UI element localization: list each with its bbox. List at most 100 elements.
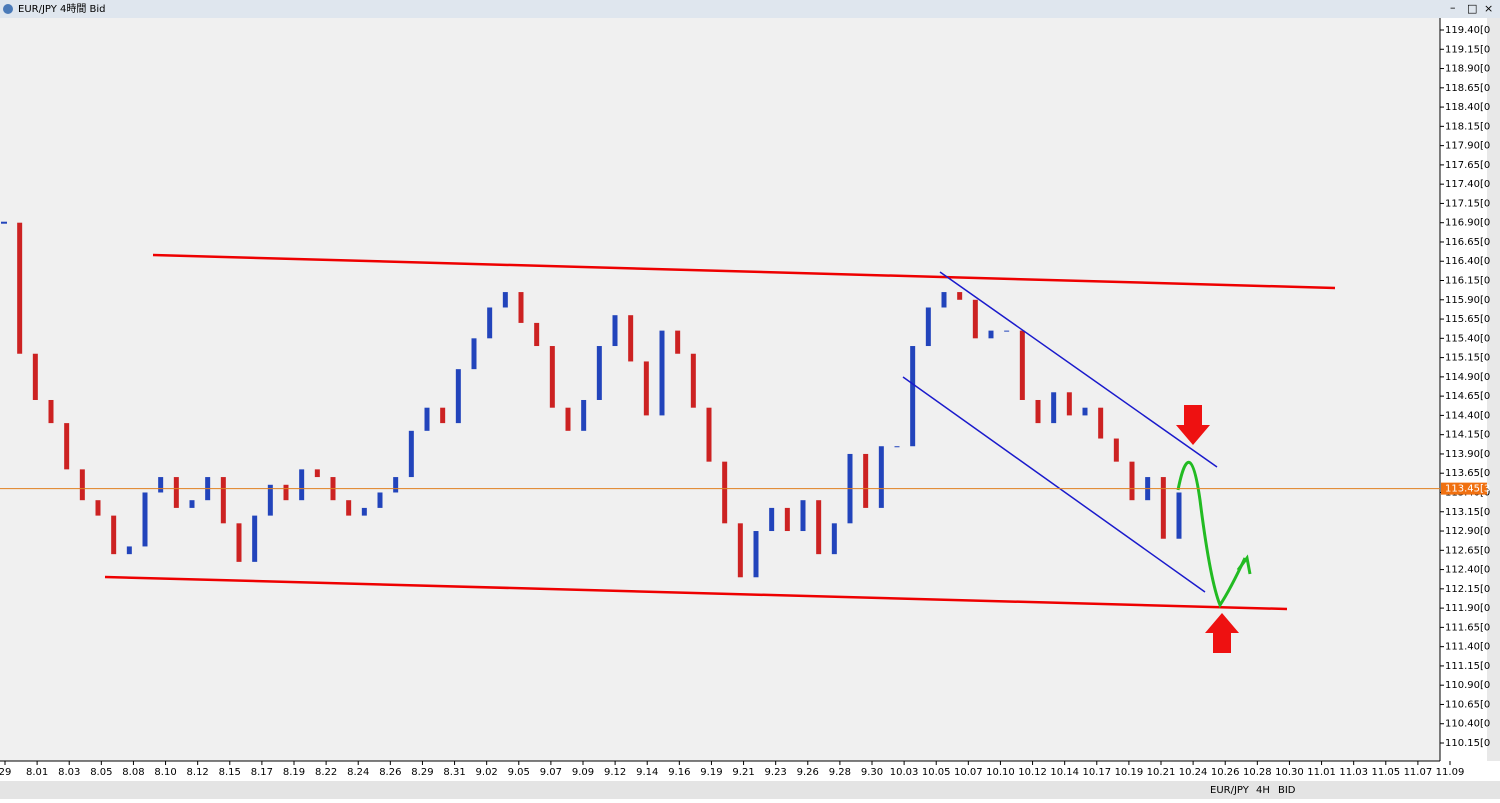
x-tick-label: 10.03 — [890, 767, 919, 778]
x-tick-label: 9.02 — [476, 767, 498, 778]
x-tick-label: 9.14 — [636, 767, 658, 778]
forecast-arrowhead — [1236, 554, 1252, 575]
y-tick-label: 114.65[0 — [1445, 391, 1490, 402]
price-type-select[interactable]: BID — [1278, 785, 1296, 796]
candle — [1113, 438, 1119, 462]
candle — [487, 307, 493, 339]
x-tick-label: 11.01 — [1307, 767, 1336, 778]
x-tick-label: 10.30 — [1275, 767, 1304, 778]
x-tick-label: 10.26 — [1211, 767, 1240, 778]
x-tick-label: 10.07 — [954, 767, 983, 778]
x-tick-label: 8.29 — [411, 767, 433, 778]
x-tick-label: 10.12 — [1018, 767, 1047, 778]
candle — [1098, 407, 1104, 439]
candle — [1176, 492, 1182, 539]
symbol-select[interactable]: EUR/JPY — [1210, 785, 1250, 796]
y-tick-label: 114.15[0 — [1445, 430, 1490, 441]
y-tick-label: 118.15[0 — [1445, 121, 1490, 132]
candle — [659, 330, 665, 416]
candle — [565, 407, 571, 431]
y-tick-label: 116.90[0 — [1445, 218, 1490, 229]
x-tick-label: 9.05 — [508, 767, 530, 778]
x-tick-label: 9.21 — [732, 767, 754, 778]
candle — [1129, 461, 1135, 501]
candle — [48, 399, 54, 424]
x-tick-label: 11.09 — [1436, 767, 1465, 778]
x-tick-label: 8.12 — [187, 767, 209, 778]
x-tick-label: 9.23 — [765, 767, 787, 778]
support-line — [104, 575, 1288, 611]
candle — [800, 500, 806, 532]
current-price-label: 113.45[3 — [1445, 484, 1490, 495]
candle — [612, 315, 618, 347]
candle — [126, 546, 132, 555]
y-tick-label: 111.65[0 — [1445, 622, 1490, 633]
x-tick-label: 8.19 — [283, 767, 305, 778]
candle — [596, 346, 602, 400]
candle — [158, 477, 164, 493]
x-tick-label: 8.24 — [347, 767, 369, 778]
scrollbar[interactable] — [1487, 18, 1500, 761]
candle — [675, 330, 681, 354]
buy-arrow — [1205, 613, 1239, 653]
candle — [220, 477, 226, 524]
y-tick-label: 111.15[0 — [1445, 661, 1490, 672]
candle — [628, 315, 634, 362]
candle — [361, 507, 367, 516]
candle — [455, 369, 461, 424]
close-button[interactable]: × — [1484, 2, 1493, 15]
y-tick-label: 110.15[0 — [1445, 738, 1490, 749]
timeframe-select[interactable]: 4H — [1256, 785, 1270, 796]
x-tick-label: 10.28 — [1243, 767, 1272, 778]
candle — [534, 322, 540, 347]
resistance-line — [152, 253, 1336, 290]
candle — [252, 515, 258, 562]
candle — [1051, 392, 1057, 424]
bottom-toolbar — [0, 781, 1500, 799]
x-tick-label: 8.17 — [251, 767, 273, 778]
candle — [816, 500, 822, 555]
candle — [784, 507, 790, 532]
candle — [173, 477, 179, 508]
app-icon — [3, 4, 13, 14]
candle — [424, 407, 430, 431]
candle — [408, 430, 414, 478]
y-tick-label: 110.65[0 — [1445, 699, 1490, 710]
y-tick-label: 112.65[0 — [1445, 545, 1490, 556]
x-tick-label: 10.19 — [1115, 767, 1144, 778]
candle — [988, 330, 994, 339]
candle — [1004, 330, 1010, 332]
candle — [831, 523, 837, 555]
x-tick-label: 10.14 — [1050, 767, 1079, 778]
candle — [941, 292, 947, 308]
candle — [722, 461, 728, 524]
candle — [1082, 407, 1088, 416]
candle — [690, 353, 696, 408]
x-tick-label: 9.07 — [540, 767, 562, 778]
candle — [236, 523, 242, 562]
annotations — [104, 253, 1336, 653]
candle — [64, 423, 70, 470]
candle — [549, 346, 555, 408]
candle — [910, 346, 916, 447]
y-tick-label: 111.90[0 — [1445, 603, 1490, 614]
y-tick-label: 111.40[0 — [1445, 642, 1490, 653]
candle — [1160, 477, 1166, 539]
y-tick-label: 112.15[0 — [1445, 584, 1490, 595]
y-tick-label: 114.40[0 — [1445, 410, 1490, 421]
x-tick-label: 9.09 — [572, 767, 594, 778]
x-tick-label: 10.17 — [1082, 767, 1111, 778]
y-tick-label: 118.90[0 — [1445, 64, 1490, 75]
candle — [1066, 392, 1072, 416]
minimize-button[interactable]: – — [1450, 1, 1456, 14]
candle — [518, 292, 524, 323]
x-tick-label: 8.22 — [315, 767, 337, 778]
maximize-button[interactable]: □ — [1467, 2, 1477, 15]
x-tick-label: 8.01 — [26, 767, 48, 778]
y-tick-label: 115.40[0 — [1445, 333, 1490, 344]
x-tick-label: 8.26 — [379, 767, 401, 778]
candle — [643, 361, 649, 416]
y-tick-label: 115.65[0 — [1445, 314, 1490, 325]
candle — [1019, 330, 1025, 400]
y-tick-label: 112.90[0 — [1445, 526, 1490, 537]
